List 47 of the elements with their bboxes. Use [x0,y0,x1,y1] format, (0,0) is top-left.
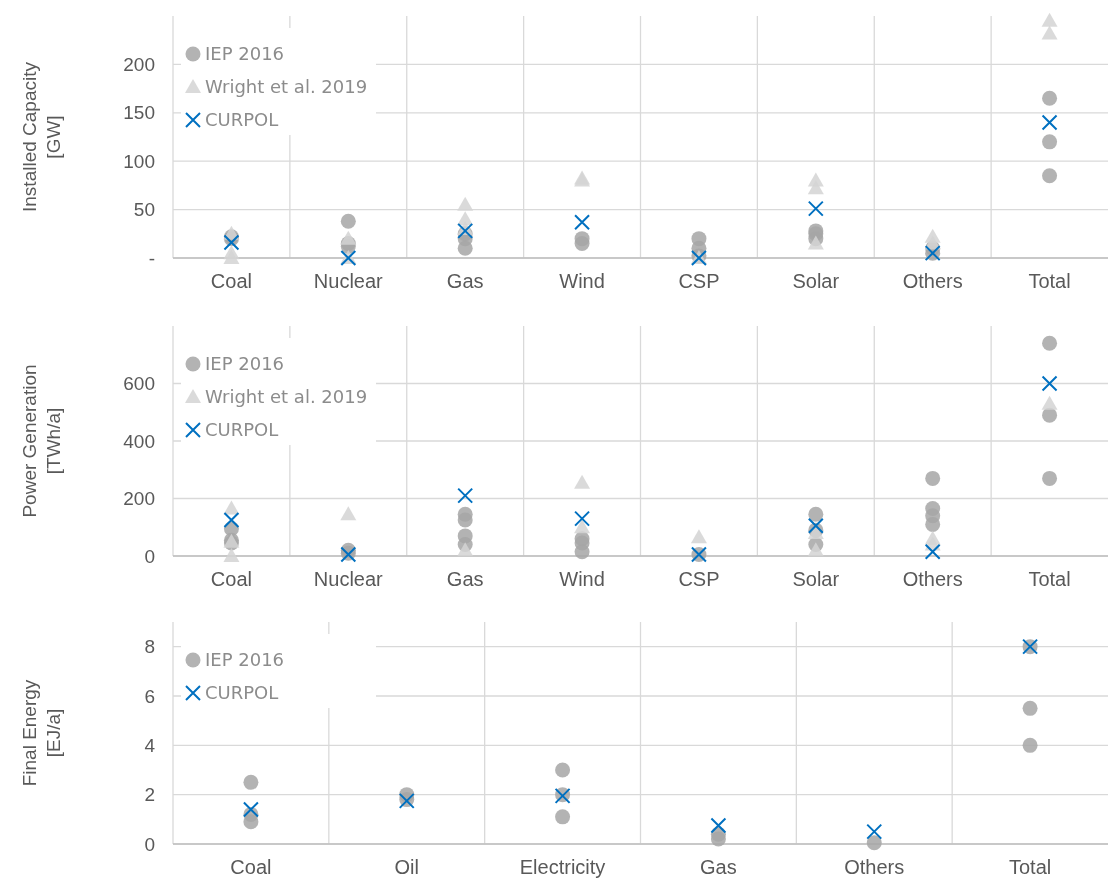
x-tick-label: Total [1008,856,1052,878]
y-tick-label: 600 [123,373,155,395]
y-tick-label: 200 [123,54,155,76]
legend-label: IEP 2016 [205,649,285,671]
y-tick-label: 0 [144,833,155,855]
y-tick-label: 4 [144,734,156,756]
x-tick-label: Coal [210,270,253,292]
legend-label: CURPOL [205,682,279,704]
legend-label: Wright et al. 2019 [205,76,368,98]
legend-label: IEP 2016 [205,43,285,65]
x-tick-label: Nuclear [313,568,384,590]
x-tick-label: Oil [394,856,419,878]
x-tick-label: Total [1028,270,1071,292]
y-axis-title: Final Energy [EJ/a] [19,679,64,787]
y-tick-label: 6 [144,685,155,707]
x-tick-label: Gas [700,856,737,878]
y-tick-label: 400 [123,430,155,452]
x-tick-label: Wind [559,270,605,292]
y-tick-label: 100 [123,150,155,172]
x-tick-label: Coal [230,856,272,878]
x-tick-label: Nuclear [313,270,384,292]
x-tick-label: Solar [792,270,840,292]
legend-label: CURPOL [205,109,279,131]
legend-label: IEP 2016 [205,353,285,375]
y-tick-label: 0 [144,545,155,567]
legend-label: Wright et al. 2019 [205,386,368,408]
x-tick-label: Solar [792,568,840,590]
x-tick-label: Electricity [519,856,606,878]
x-tick-label: Others [902,568,963,590]
x-tick-label: Others [902,270,963,292]
y-tick-label: 200 [123,488,155,510]
x-tick-label: Gas [446,270,484,292]
legend-label: CURPOL [205,419,279,441]
x-tick-label: CSP [678,270,720,292]
x-tick-label: Wind [559,568,605,590]
y-tick-label: 2 [144,784,155,806]
x-tick-label: Gas [446,568,484,590]
y-tick-label: 8 [144,636,155,658]
y-tick-label: 150 [123,102,155,124]
x-tick-label: CSP [678,568,720,590]
x-tick-label: Coal [210,568,253,590]
y-tick-label: 50 [133,199,155,221]
y-axis-title: Power Generation [TWh/a] [19,364,64,518]
x-tick-label: Others [844,856,905,878]
x-tick-label: Total [1028,568,1071,590]
y-tick-label: - [148,247,155,269]
y-axis-title: Installed Capacity [GW] [19,61,64,212]
